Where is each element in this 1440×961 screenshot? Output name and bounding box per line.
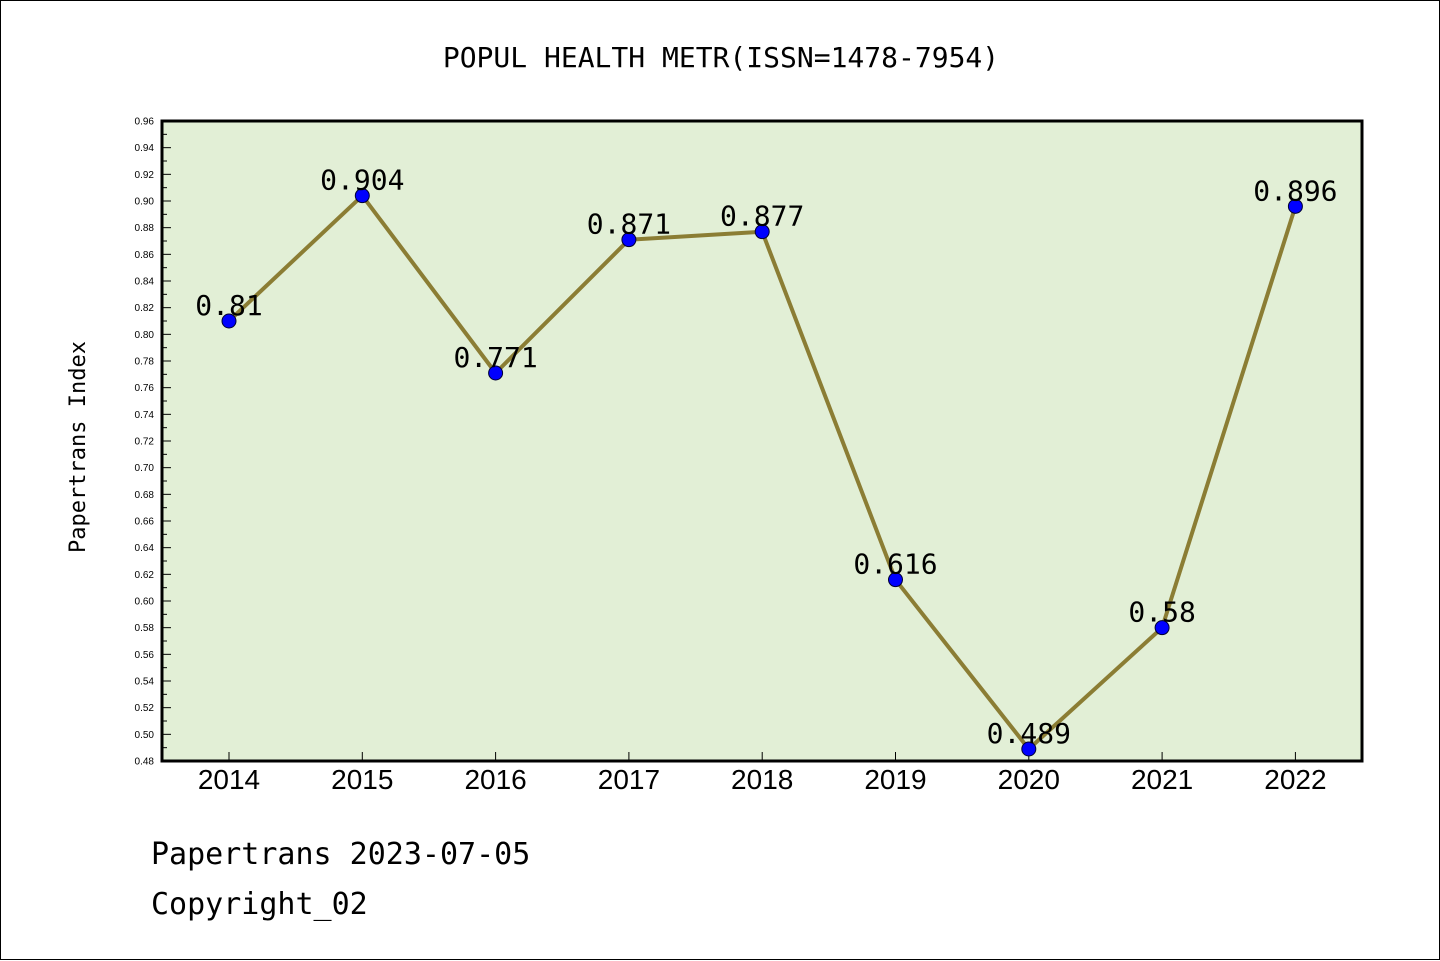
data-label: 0.616 <box>853 548 937 581</box>
x-tick-label: 2021 <box>1131 764 1193 795</box>
footer-copyright: Copyright_02 <box>151 887 368 922</box>
data-point <box>1287 198 1303 214</box>
x-tick-label: 2020 <box>998 764 1060 795</box>
plot-border <box>160 119 1364 763</box>
y-tick-label: 0.48 <box>135 757 155 768</box>
y-axis-label: Papertrans Index <box>66 341 91 553</box>
x-tick-label: 2014 <box>198 764 260 795</box>
x-tick-label: 2016 <box>464 764 526 795</box>
data-point <box>888 572 903 588</box>
y-tick-label: 0.94 <box>135 143 155 154</box>
data-point <box>1154 620 1170 636</box>
chart-title: POPUL HEALTH METR(ISSN=1478-7954) <box>443 41 999 74</box>
data-point <box>1021 741 1037 757</box>
data-point <box>621 232 637 248</box>
y-tick-label: 0.60 <box>135 597 155 608</box>
y-tick-label: 0.80 <box>135 330 155 341</box>
data-point <box>221 313 237 329</box>
y-tick-label: 0.82 <box>135 303 155 314</box>
y-tick-label: 0.66 <box>135 517 155 528</box>
y-tick-label: 0.88 <box>135 223 155 234</box>
y-tick-label: 0.92 <box>135 170 155 181</box>
y-tick-label: 0.64 <box>135 543 155 554</box>
data-label: 0.871 <box>587 208 671 241</box>
y-tick-label: 0.62 <box>135 570 155 581</box>
data-label: 0.904 <box>320 164 404 197</box>
data-label: 0.877 <box>720 200 804 233</box>
footer-date: Papertrans 2023-07-05 <box>151 837 531 872</box>
data-point <box>488 365 504 381</box>
data-point <box>754 224 770 240</box>
y-tick-label: 0.58 <box>135 623 155 634</box>
data-label: 0.58 <box>1128 596 1195 629</box>
x-tick-label: 2018 <box>731 764 793 795</box>
y-tick-label: 0.72 <box>135 437 155 448</box>
y-tick-label: 0.76 <box>135 383 155 394</box>
y-tick-label: 0.50 <box>135 730 155 741</box>
y-tick-label: 0.90 <box>135 197 155 208</box>
y-tick-label: 0.68 <box>135 490 155 501</box>
data-label: 0.771 <box>453 341 537 374</box>
y-tick-label: 0.54 <box>135 677 155 688</box>
data-label: 0.81 <box>195 289 262 322</box>
y-tick-label: 0.70 <box>135 463 155 474</box>
y-tick-label: 0.86 <box>135 250 155 261</box>
y-tick-label: 0.84 <box>135 277 155 288</box>
x-tick-label: 2019 <box>864 764 926 795</box>
y-tick-label: 0.56 <box>135 650 155 661</box>
x-tick-label: 2022 <box>1264 764 1326 795</box>
data-point <box>354 188 370 204</box>
y-tick-label: 0.96 <box>135 117 155 128</box>
y-tick-label: 0.78 <box>135 357 155 368</box>
y-tick-label: 0.74 <box>135 410 155 421</box>
data-label: 0.489 <box>987 717 1071 750</box>
y-tick-label: 0.52 <box>135 703 155 714</box>
x-tick-label: 2017 <box>598 764 660 795</box>
data-label: 0.896 <box>1253 174 1337 207</box>
x-tick-label: 2015 <box>331 764 393 795</box>
